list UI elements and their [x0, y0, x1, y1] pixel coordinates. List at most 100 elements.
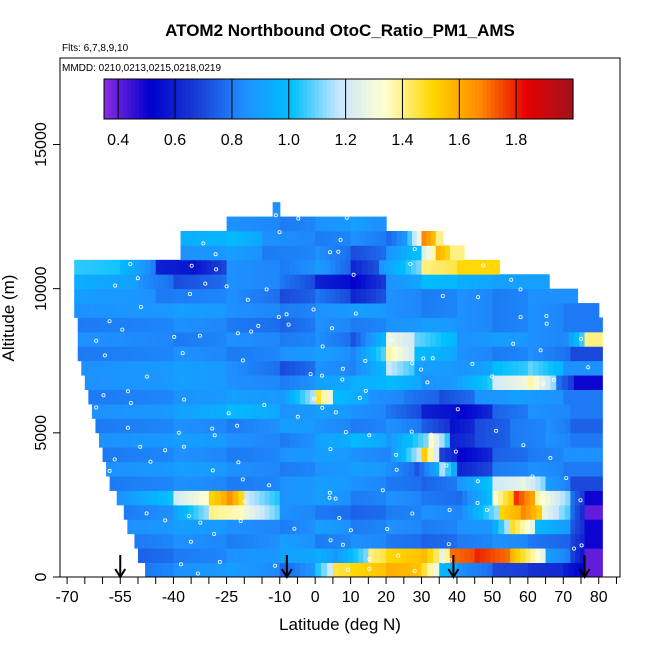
heatmap-cell — [116, 274, 123, 290]
heatmap-cell — [226, 346, 233, 362]
heatmap-cell — [256, 245, 263, 261]
heatmap-cell — [157, 389, 164, 405]
heatmap-cell — [178, 404, 185, 419]
heatmap-cell — [515, 432, 521, 448]
heatmap-cell — [194, 432, 201, 448]
heatmap-cell — [375, 245, 382, 261]
heatmap-cell — [294, 288, 301, 304]
heatmap-cell — [585, 317, 592, 333]
heatmap-cell — [167, 562, 175, 578]
heatmap-cell — [231, 389, 238, 405]
heatmap-cell — [193, 288, 200, 304]
heatmap-cell — [221, 418, 228, 434]
heatmap-cell — [335, 504, 342, 520]
sample-point — [389, 338, 394, 343]
heatmap-cell — [247, 346, 254, 362]
heatmap-cell — [173, 317, 180, 333]
heatmap-cell — [547, 389, 554, 405]
heatmap-cell — [543, 303, 549, 318]
heatmap-cell — [253, 548, 260, 563]
heatmap-cell — [596, 476, 603, 491]
heatmap-cell — [467, 346, 473, 362]
heatmap-cell — [462, 447, 468, 463]
heatmap-cell — [109, 346, 116, 362]
heatmap-cell — [226, 216, 233, 232]
heatmap-cell — [467, 404, 473, 419]
sample-point — [144, 374, 149, 379]
heatmap-cell — [396, 288, 402, 304]
heatmap-cell — [244, 504, 250, 520]
heatmap-cell — [325, 231, 331, 246]
heatmap-cell — [565, 404, 571, 419]
heatmap-cell — [375, 476, 382, 491]
heatmap-cell — [216, 231, 223, 246]
heatmap-cell — [353, 389, 359, 405]
heatmap-cell — [135, 447, 142, 463]
heatmap-cell — [184, 447, 190, 463]
heatmap-cell — [345, 504, 352, 520]
heatmap-cell — [158, 519, 164, 535]
heatmap-cell — [426, 476, 433, 491]
heatmap-cell — [210, 346, 217, 362]
heatmap-cell — [284, 490, 291, 506]
heatmap-cell — [507, 375, 514, 390]
heatmap-cell — [530, 476, 537, 491]
heatmap-cell — [469, 389, 476, 405]
sample-point — [181, 444, 186, 449]
heatmap-cell — [114, 432, 121, 448]
heatmap-cell — [320, 259, 326, 275]
heatmap-cell — [502, 317, 509, 333]
heatmap-cell — [136, 346, 143, 362]
heatmap-cell — [575, 432, 582, 448]
heatmap-cell — [132, 274, 139, 290]
heatmap-cell — [120, 432, 127, 448]
heatmap-cell — [439, 461, 446, 477]
heatmap-cell — [543, 447, 549, 463]
heatmap-cell — [231, 562, 238, 578]
x-tick-label: -10 — [268, 589, 291, 606]
heatmap-cell — [416, 504, 423, 520]
heatmap-cell — [215, 375, 222, 390]
heatmap-cell — [441, 375, 448, 390]
heatmap-cell — [221, 404, 228, 419]
heatmap-cell — [310, 533, 316, 549]
heatmap-cell — [406, 562, 412, 578]
heatmap-cell — [391, 476, 397, 491]
heatmap-cell — [194, 476, 201, 491]
heatmap-cell — [401, 317, 407, 333]
heatmap-cell — [360, 490, 367, 506]
heatmap-cell — [184, 331, 190, 347]
heatmap-cell — [560, 418, 567, 434]
heatmap-cell — [242, 360, 249, 376]
heatmap-cell — [370, 274, 377, 290]
heatmap-cell — [416, 375, 423, 390]
sample-point — [518, 287, 523, 292]
heatmap-cell — [434, 389, 440, 405]
heatmap-cell — [512, 360, 519, 376]
heatmap-cell — [345, 231, 352, 246]
heatmap-cell — [575, 404, 582, 419]
heatmap-cell — [315, 490, 321, 506]
heatmap-cell — [370, 375, 377, 390]
heatmap-cell — [467, 447, 473, 463]
x-tick-label: 10 — [342, 589, 360, 606]
colorbar-swatch — [365, 79, 371, 119]
heatmap-cell — [375, 360, 382, 376]
heatmap-cell — [446, 533, 453, 549]
heatmap-cell — [467, 288, 473, 304]
heatmap-cell — [141, 476, 148, 491]
heatmap-cell — [416, 288, 423, 304]
heatmap-cell — [310, 216, 316, 232]
heatmap-cell — [360, 346, 367, 362]
heatmap-cell — [178, 504, 185, 520]
heatmap-cell — [596, 404, 603, 419]
colorbar-swatch — [346, 79, 351, 119]
heatmap-cell — [165, 259, 172, 275]
heatmap-cell — [267, 245, 274, 261]
heatmap-cell — [300, 389, 306, 405]
heatmap-cell — [95, 375, 102, 390]
heatmap-cell — [421, 317, 428, 333]
sample-point — [333, 410, 338, 415]
heatmap-cell — [545, 519, 551, 535]
heatmap-cell — [242, 274, 249, 290]
